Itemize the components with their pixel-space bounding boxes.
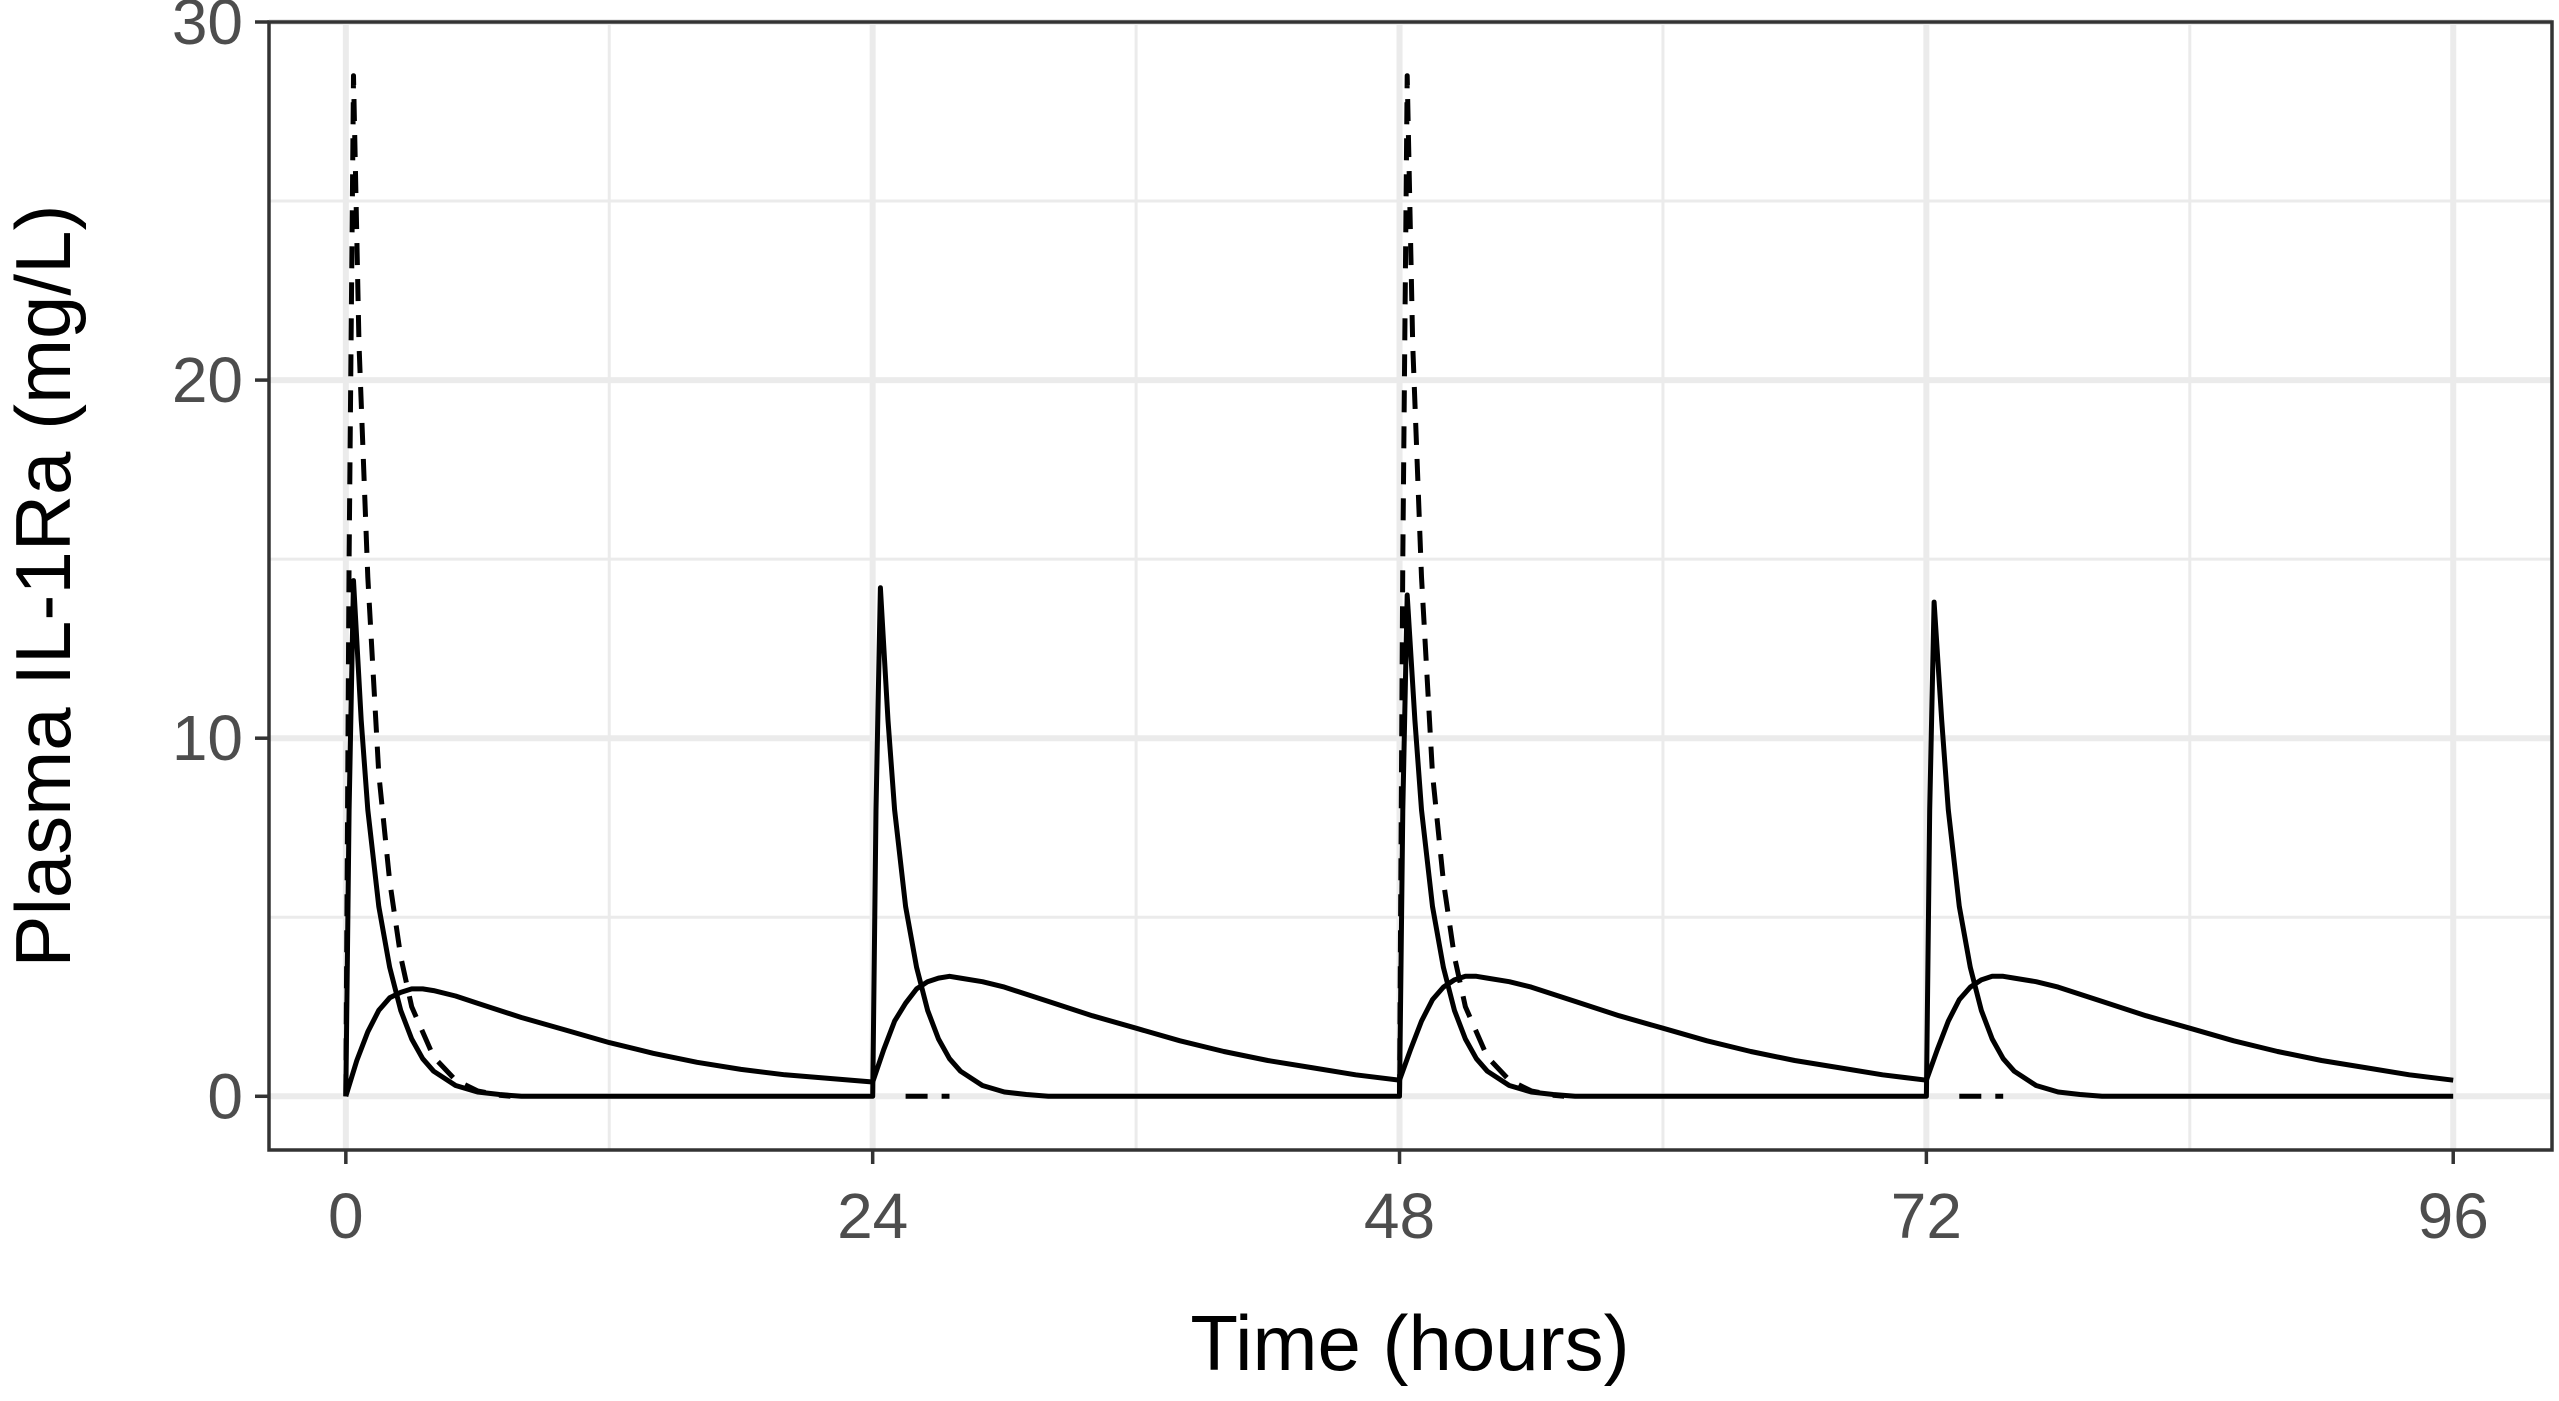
series-solid-line-2 bbox=[343, 973, 2454, 1098]
y-tick-label: 20 bbox=[172, 344, 243, 416]
y-tick-label: 30 bbox=[172, 0, 243, 58]
x-tick-label: 24 bbox=[837, 1180, 908, 1252]
x-tick-label: 0 bbox=[328, 1180, 364, 1252]
x-tick-label: 72 bbox=[1891, 1180, 1962, 1252]
series-dashed-line bbox=[1397, 73, 1565, 1099]
tick-layer: 0 24 48 72 96 0 10 20 30 bbox=[172, 0, 2489, 1252]
y-tick-label: 10 bbox=[172, 702, 243, 774]
x-axis-title: Time (hours) bbox=[1190, 1299, 1629, 1387]
x-tick-label: 48 bbox=[1364, 1180, 1435, 1252]
x-tick-label: 96 bbox=[2418, 1180, 2489, 1252]
panel-border bbox=[267, 20, 2554, 1152]
series-layer bbox=[343, 73, 2454, 1099]
series-solid-line-1 bbox=[343, 578, 2454, 1099]
series-dashed-line bbox=[343, 73, 511, 1099]
y-axis-title: Plasma IL-1Ra (mg/L) bbox=[0, 205, 87, 968]
y-tick-label: 0 bbox=[207, 1060, 243, 1132]
